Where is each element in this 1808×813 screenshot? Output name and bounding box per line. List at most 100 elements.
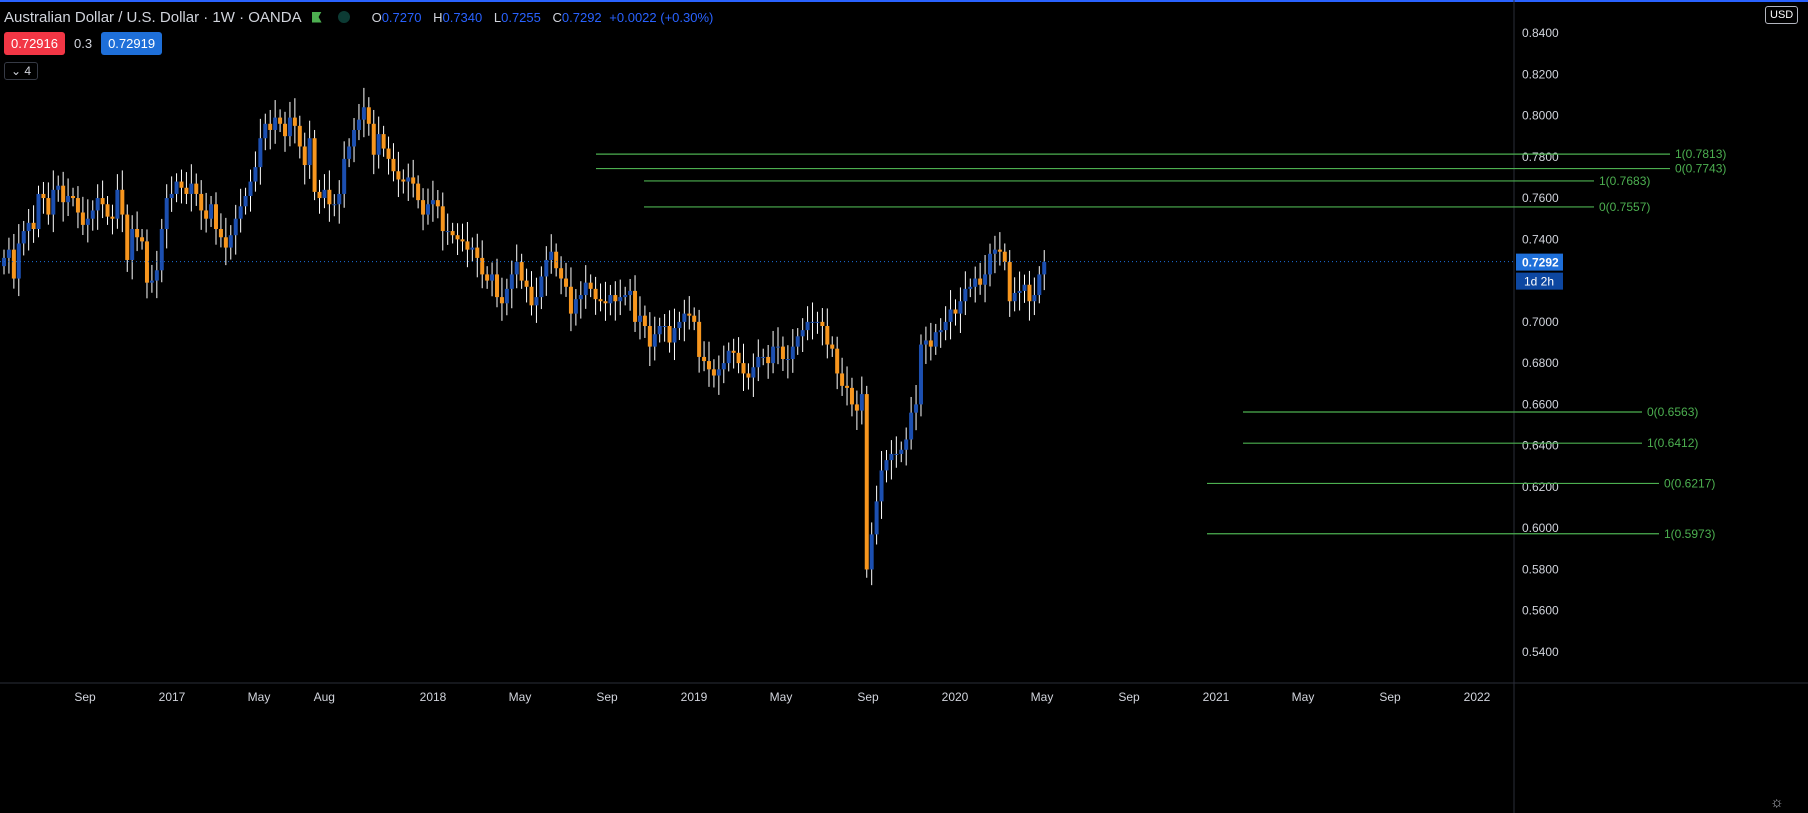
- fib-level-label: 0(0.7743): [1675, 162, 1726, 176]
- candle-body: [1022, 284, 1027, 291]
- indicators-toggle[interactable]: ⌄ 4: [4, 62, 39, 80]
- time-tick-label: 2022: [1464, 690, 1491, 704]
- chart-header: Australian Dollar / U.S. Dollar · 1W · O…: [4, 6, 713, 28]
- candle-body: [56, 185, 61, 190]
- low-key: L: [493, 9, 502, 25]
- candle-body: [741, 363, 746, 374]
- candle-body: [795, 336, 800, 347]
- candle-body: [810, 321, 815, 323]
- ohlc-values: O0.7270 H0.7340 L0.7255 C0.7292 +0.0022 …: [364, 10, 714, 25]
- time-tick-label: May: [1031, 690, 1054, 704]
- candle-body: [943, 321, 948, 331]
- candle-body: [184, 187, 189, 194]
- candle-body: [608, 295, 613, 304]
- candle-body: [90, 210, 95, 219]
- candle-body: [534, 297, 539, 306]
- candle-body: [401, 179, 406, 182]
- candle-body: [51, 189, 56, 215]
- sell-button[interactable]: 0.72916: [4, 32, 65, 55]
- candle-body: [154, 270, 159, 281]
- candle-body: [189, 183, 194, 194]
- candle-body: [411, 177, 416, 184]
- time-tick-label: Sep: [857, 690, 879, 704]
- candle-body: [21, 231, 26, 244]
- candle-body: [840, 373, 845, 386]
- candle-body: [223, 237, 228, 248]
- candle-body: [978, 278, 983, 285]
- candle-body: [938, 330, 943, 333]
- candle-body: [746, 373, 751, 378]
- time-tick-label: 2019: [681, 690, 708, 704]
- high-key: H: [433, 9, 443, 25]
- fib-level-label: 1(0.7683): [1599, 174, 1650, 188]
- candle-body: [347, 146, 352, 159]
- candle-body: [874, 501, 879, 535]
- candle-body: [199, 193, 204, 211]
- price-tick-label: 0.5400: [1522, 645, 1559, 659]
- flag-icon[interactable]: [311, 11, 322, 23]
- candle-body: [105, 204, 110, 217]
- candle-body: [445, 231, 450, 233]
- candle-body: [598, 299, 603, 302]
- candle-body: [509, 274, 514, 289]
- currency-button[interactable]: USD: [1765, 6, 1799, 24]
- candle-body: [16, 243, 21, 279]
- price-tick-label: 0.5600: [1522, 604, 1559, 618]
- candle-body: [243, 196, 248, 207]
- candle-body: [662, 325, 667, 327]
- candle-body: [480, 257, 485, 275]
- candle-body: [218, 229, 223, 238]
- time-tick-label: May: [1292, 690, 1315, 704]
- candle-body: [396, 171, 401, 180]
- candle-body: [253, 167, 258, 182]
- candle-body: [554, 251, 559, 269]
- candle-body: [125, 214, 130, 260]
- candle-body: [169, 193, 174, 199]
- candle-body: [894, 453, 899, 455]
- candle-body: [465, 241, 470, 250]
- price-tick-label: 0.6200: [1522, 480, 1559, 494]
- candle-body: [135, 229, 140, 238]
- candle-body: [1002, 251, 1007, 263]
- time-tick-label: May: [509, 690, 532, 704]
- candle-body: [633, 290, 638, 322]
- candle-body: [544, 259, 549, 277]
- candle-body: [302, 146, 307, 166]
- candle-body: [677, 321, 682, 329]
- fib-level-label: 1(0.7813): [1675, 147, 1726, 161]
- candle-body: [283, 123, 288, 137]
- candle-body: [174, 181, 179, 194]
- time-tick-label: Sep: [596, 690, 618, 704]
- candle-body: [115, 189, 120, 219]
- candle-body: [31, 222, 36, 230]
- candle-body: [337, 193, 342, 205]
- candle-body: [1032, 295, 1037, 302]
- candle-body: [573, 299, 578, 314]
- candle-body: [845, 385, 850, 388]
- candle-body: [524, 280, 529, 287]
- candle-body: [549, 251, 554, 260]
- candle-body: [672, 328, 677, 343]
- candle-body: [914, 404, 919, 413]
- candle-body: [100, 198, 105, 205]
- last-price-box: [1516, 253, 1563, 271]
- symbol-title[interactable]: Australian Dollar / U.S. Dollar · 1W · O…: [4, 8, 302, 26]
- candle-body: [933, 332, 938, 347]
- candle-body: [958, 301, 963, 314]
- price-tick-label: 0.6400: [1522, 439, 1559, 453]
- candle-body: [716, 369, 721, 376]
- candle-body: [864, 394, 869, 570]
- candle-body: [564, 278, 569, 287]
- candle-body: [490, 274, 495, 281]
- gear-icon[interactable]: ☼: [1770, 794, 1784, 811]
- candle-body: [366, 107, 371, 124]
- candle-body: [593, 288, 598, 300]
- buy-button[interactable]: 0.72919: [101, 32, 163, 55]
- candle-body: [756, 356, 761, 368]
- candle-body: [983, 274, 988, 285]
- candle-body: [854, 404, 859, 411]
- candle-body: [963, 288, 968, 302]
- candle-body: [702, 356, 707, 362]
- candle-body: [361, 107, 366, 120]
